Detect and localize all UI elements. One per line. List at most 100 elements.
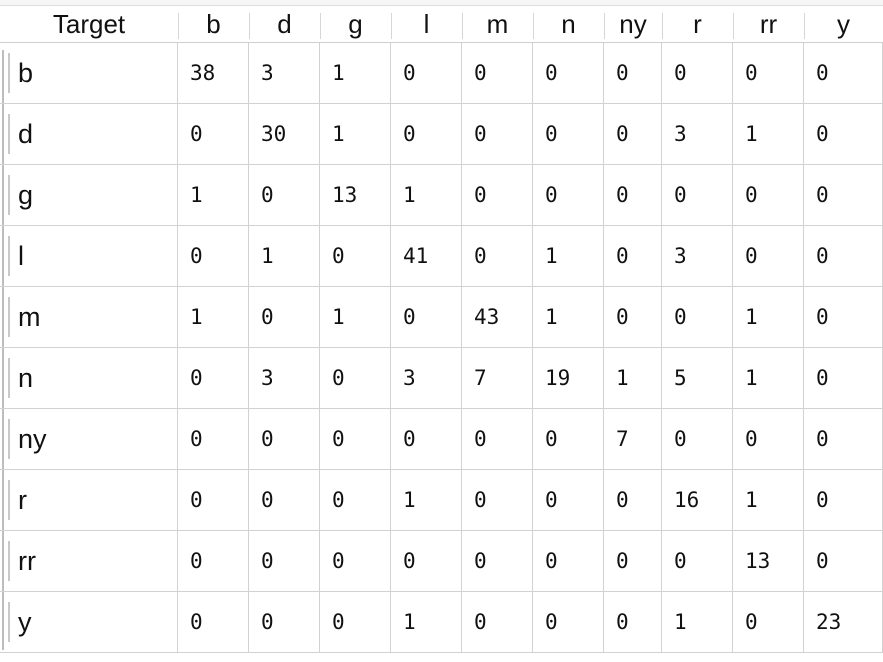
table-cell[interactable]: 1 (733, 348, 804, 409)
table-cell[interactable]: 0 (462, 470, 533, 531)
row-header-target[interactable]: n (0, 348, 178, 409)
row-header-target[interactable]: l (0, 226, 178, 287)
table-cell[interactable]: 1 (733, 287, 804, 348)
table-cell[interactable]: 1 (391, 165, 462, 226)
table-cell[interactable]: 0 (604, 592, 662, 653)
column-header-b[interactable]: b (206, 9, 221, 39)
table-cell[interactable]: 1 (178, 287, 249, 348)
table-row[interactable]: m 1 0 1 0 43 1 0 0 1 0 (0, 287, 883, 348)
column-divider[interactable] (533, 13, 534, 39)
table-cell[interactable]: 7 (462, 348, 533, 409)
table-cell[interactable]: 0 (178, 531, 249, 592)
table-cell[interactable]: 0 (462, 165, 533, 226)
table-cell[interactable]: 0 (804, 470, 883, 531)
table-cell[interactable]: 1 (604, 348, 662, 409)
table-cell[interactable]: 1 (533, 287, 604, 348)
table-cell[interactable]: 0 (320, 348, 391, 409)
table-cell[interactable]: 0 (604, 165, 662, 226)
table-cell[interactable]: 0 (804, 226, 883, 287)
table-cell[interactable]: 0 (249, 531, 320, 592)
table-cell[interactable]: 0 (733, 409, 804, 470)
table-cell[interactable]: 0 (462, 409, 533, 470)
table-cell[interactable]: 3 (662, 226, 733, 287)
table-cell[interactable]: 7 (604, 409, 662, 470)
table-cell[interactable]: 0 (533, 531, 604, 592)
column-header-r[interactable]: r (693, 9, 702, 39)
table-cell[interactable]: 0 (178, 104, 249, 165)
table-cell[interactable]: 0 (733, 43, 804, 104)
table-cell[interactable]: 3 (391, 348, 462, 409)
row-header-target[interactable]: ny (0, 409, 178, 470)
table-cell[interactable]: 19 (533, 348, 604, 409)
column-divider[interactable] (320, 13, 321, 39)
table-cell[interactable]: 0 (804, 287, 883, 348)
table-cell[interactable]: 0 (462, 226, 533, 287)
table-cell[interactable]: 1 (533, 226, 604, 287)
row-header-target[interactable]: b (0, 43, 178, 104)
column-header-ny[interactable]: ny (619, 9, 647, 39)
table-cell[interactable]: 0 (804, 531, 883, 592)
table-cell[interactable]: 0 (320, 470, 391, 531)
table-cell[interactable]: 0 (533, 592, 604, 653)
table-cell[interactable]: 0 (249, 287, 320, 348)
table-cell[interactable]: 23 (804, 592, 883, 653)
table-cell[interactable]: 0 (733, 592, 804, 653)
row-header-target[interactable]: rr (0, 531, 178, 592)
table-cell[interactable]: 16 (662, 470, 733, 531)
column-divider[interactable] (462, 13, 463, 39)
table-cell[interactable]: 0 (391, 531, 462, 592)
row-header-target[interactable]: d (0, 104, 178, 165)
table-cell[interactable]: 0 (462, 592, 533, 653)
column-header-y[interactable]: y (837, 9, 850, 39)
table-row[interactable]: y 0 0 0 1 0 0 0 1 0 23 (0, 592, 883, 653)
table-cell[interactable]: 1 (391, 470, 462, 531)
table-cell[interactable]: 0 (320, 592, 391, 653)
table-cell[interactable]: 0 (662, 409, 733, 470)
column-header-d[interactable]: d (277, 9, 292, 39)
table-cell[interactable]: 0 (178, 226, 249, 287)
row-header-target[interactable]: r (0, 470, 178, 531)
table-cell[interactable]: 0 (662, 165, 733, 226)
table-cell[interactable]: 0 (249, 592, 320, 653)
table-cell[interactable]: 0 (804, 348, 883, 409)
column-header-target[interactable]: Target (52, 9, 126, 39)
table-cell[interactable]: 0 (804, 104, 883, 165)
table-cell[interactable]: 0 (462, 104, 533, 165)
column-header-m[interactable]: m (486, 9, 509, 39)
table-cell[interactable]: 1 (391, 592, 462, 653)
table-cell[interactable]: 0 (533, 165, 604, 226)
table-cell[interactable]: 0 (320, 531, 391, 592)
table-cell[interactable]: 0 (462, 43, 533, 104)
table-cell[interactable]: 0 (391, 287, 462, 348)
table-cell[interactable]: 0 (804, 409, 883, 470)
table-cell[interactable]: 0 (662, 531, 733, 592)
table-cell[interactable]: 0 (533, 43, 604, 104)
table-cell[interactable]: 0 (533, 409, 604, 470)
table-cell[interactable]: 0 (533, 104, 604, 165)
table-cell[interactable]: 0 (391, 409, 462, 470)
table-cell[interactable]: 43 (462, 287, 533, 348)
column-divider[interactable] (391, 13, 392, 39)
table-cell[interactable]: 1 (249, 226, 320, 287)
column-divider[interactable] (178, 13, 179, 39)
table-cell[interactable]: 30 (249, 104, 320, 165)
column-divider[interactable] (249, 13, 250, 39)
table-cell[interactable]: 1 (320, 287, 391, 348)
table-cell[interactable]: 1 (178, 165, 249, 226)
table-row[interactable]: n 0 3 0 3 7 19 1 5 1 0 (0, 348, 883, 409)
table-cell[interactable]: 1 (320, 104, 391, 165)
table-row[interactable]: d 0 30 1 0 0 0 0 3 1 0 (0, 104, 883, 165)
table-cell[interactable]: 0 (604, 531, 662, 592)
table-cell[interactable]: 1 (662, 592, 733, 653)
table-row[interactable]: b 38 3 1 0 0 0 0 0 0 0 (0, 43, 883, 104)
table-row[interactable]: rr 0 0 0 0 0 0 0 0 13 0 (0, 531, 883, 592)
table-cell[interactable]: 0 (249, 409, 320, 470)
table-cell[interactable]: 1 (733, 470, 804, 531)
table-cell[interactable]: 5 (662, 348, 733, 409)
table-cell[interactable]: 0 (662, 43, 733, 104)
table-cell[interactable]: 0 (733, 226, 804, 287)
table-cell[interactable]: 1 (733, 104, 804, 165)
column-divider[interactable] (662, 13, 663, 39)
table-cell[interactable]: 0 (733, 165, 804, 226)
table-row[interactable]: ny 0 0 0 0 0 0 7 0 0 0 (0, 409, 883, 470)
